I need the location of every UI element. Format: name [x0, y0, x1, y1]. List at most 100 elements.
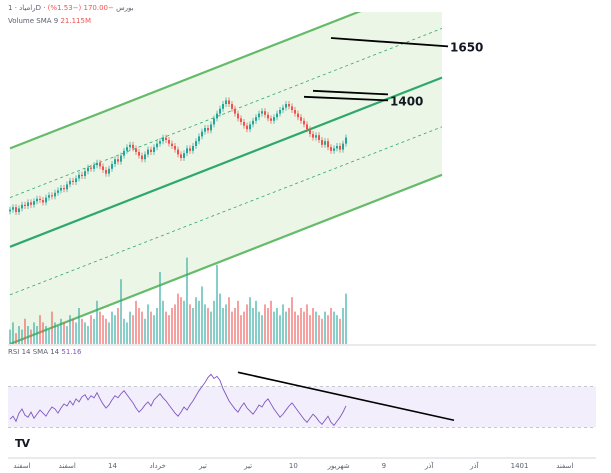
time-axis-tick-label: اسفند [556, 462, 573, 470]
candle-body [84, 171, 86, 176]
volume-bar [285, 311, 287, 344]
volume-bar [195, 297, 197, 344]
channel-mid-line [9, 76, 443, 248]
volume-bar [228, 297, 230, 344]
candle-body [225, 100, 227, 104]
candle-body [246, 125, 248, 130]
volume-bar [240, 315, 242, 344]
candle-body [321, 140, 323, 145]
volume-bar [327, 315, 329, 344]
candle-body [174, 146, 176, 150]
volume-bar [339, 318, 341, 344]
target-line [330, 37, 449, 48]
volume-bar [204, 304, 206, 344]
volume-bar [225, 304, 227, 344]
volume-bar [81, 318, 83, 344]
volume-bar [18, 326, 20, 344]
candle-body [270, 118, 272, 121]
volume-bar [216, 264, 218, 344]
candle-body [297, 113, 299, 118]
candle-body [54, 192, 56, 197]
time-axis-tick-label: تیر [243, 462, 252, 470]
volume-bar [57, 326, 59, 344]
volume-bar [111, 311, 113, 344]
candle-body [327, 141, 329, 148]
candle-body [228, 100, 230, 104]
candle-body [243, 122, 245, 126]
time-axis-tick-label: 9 [382, 462, 386, 470]
price-panel [9, 12, 443, 344]
volume-bar [174, 304, 176, 344]
candle-body [147, 149, 149, 155]
volume-bar [318, 315, 320, 344]
candles [9, 97, 347, 215]
candle-body [135, 148, 137, 152]
candle-body [216, 113, 218, 119]
volume-bar [99, 311, 101, 344]
volume-bar [162, 300, 164, 344]
volume-bar [159, 272, 161, 344]
candle-body [210, 124, 212, 131]
volume-bar [69, 315, 71, 344]
volume-bar [207, 308, 209, 344]
volume-bar [279, 315, 281, 344]
candle-body [300, 117, 302, 121]
candle-body [66, 184, 68, 190]
time-axis: اسفند اسفند 14 خرداد تیر تیر 10 شهریور 9 آذر آذر 14… [13, 461, 573, 470]
volume-bar [231, 311, 233, 344]
candle-body [87, 167, 89, 172]
volume-bar [222, 308, 224, 344]
volume-bar [237, 300, 239, 344]
volume-bar [87, 326, 89, 344]
rsi-legend: RSI 14 SMA 14 51.16 [8, 348, 81, 356]
volume-bar [309, 315, 311, 344]
candle-body [126, 147, 128, 151]
candle-body [105, 170, 107, 174]
volume-bars [9, 257, 347, 344]
volume-bar [312, 308, 314, 344]
volume-bar [306, 304, 308, 344]
candle-body [141, 155, 143, 160]
candle-body [69, 180, 71, 185]
candle-body [168, 140, 170, 144]
candle-body [207, 128, 209, 131]
candle-body [219, 108, 221, 114]
candle-body [96, 162, 98, 166]
channel-lower-line [9, 173, 443, 344]
volume-bar [342, 308, 344, 344]
volume-bar [84, 322, 86, 344]
volume-bar [165, 311, 167, 344]
rsi-line [9, 373, 347, 427]
time-axis-tick-label: 10 [289, 462, 298, 470]
time-axis-tick-label: اسفند [59, 462, 76, 470]
volume-bar [294, 311, 296, 344]
candle-body [240, 118, 242, 122]
volume-bar [108, 322, 110, 344]
volume-value: 21.115M [60, 17, 91, 25]
candle-body [249, 124, 251, 130]
volume-bar [273, 311, 275, 344]
candle-body [123, 150, 125, 156]
candle-body [45, 197, 47, 203]
candle-body [120, 155, 122, 162]
target-label: 1650 [450, 40, 483, 54]
volume-bar [93, 318, 95, 344]
volume-bar [198, 300, 200, 344]
target-line [312, 89, 389, 96]
candle-body [285, 104, 287, 108]
candle-body [273, 117, 275, 121]
time-axis-tick-label: 1401 [511, 462, 529, 470]
volume-bar [267, 308, 269, 344]
candle-body [294, 110, 296, 114]
volume-bar [210, 311, 212, 344]
candle-body [129, 144, 131, 148]
candle-body [336, 146, 338, 149]
candle-body [111, 164, 113, 169]
volume-label: Volume SMA 9 [8, 17, 59, 25]
rsi-panel [8, 371, 596, 428]
candle-body [315, 135, 317, 138]
time-axis-tick-label: خرداد [150, 462, 166, 470]
tradingview-logo-icon: TV [15, 437, 30, 450]
